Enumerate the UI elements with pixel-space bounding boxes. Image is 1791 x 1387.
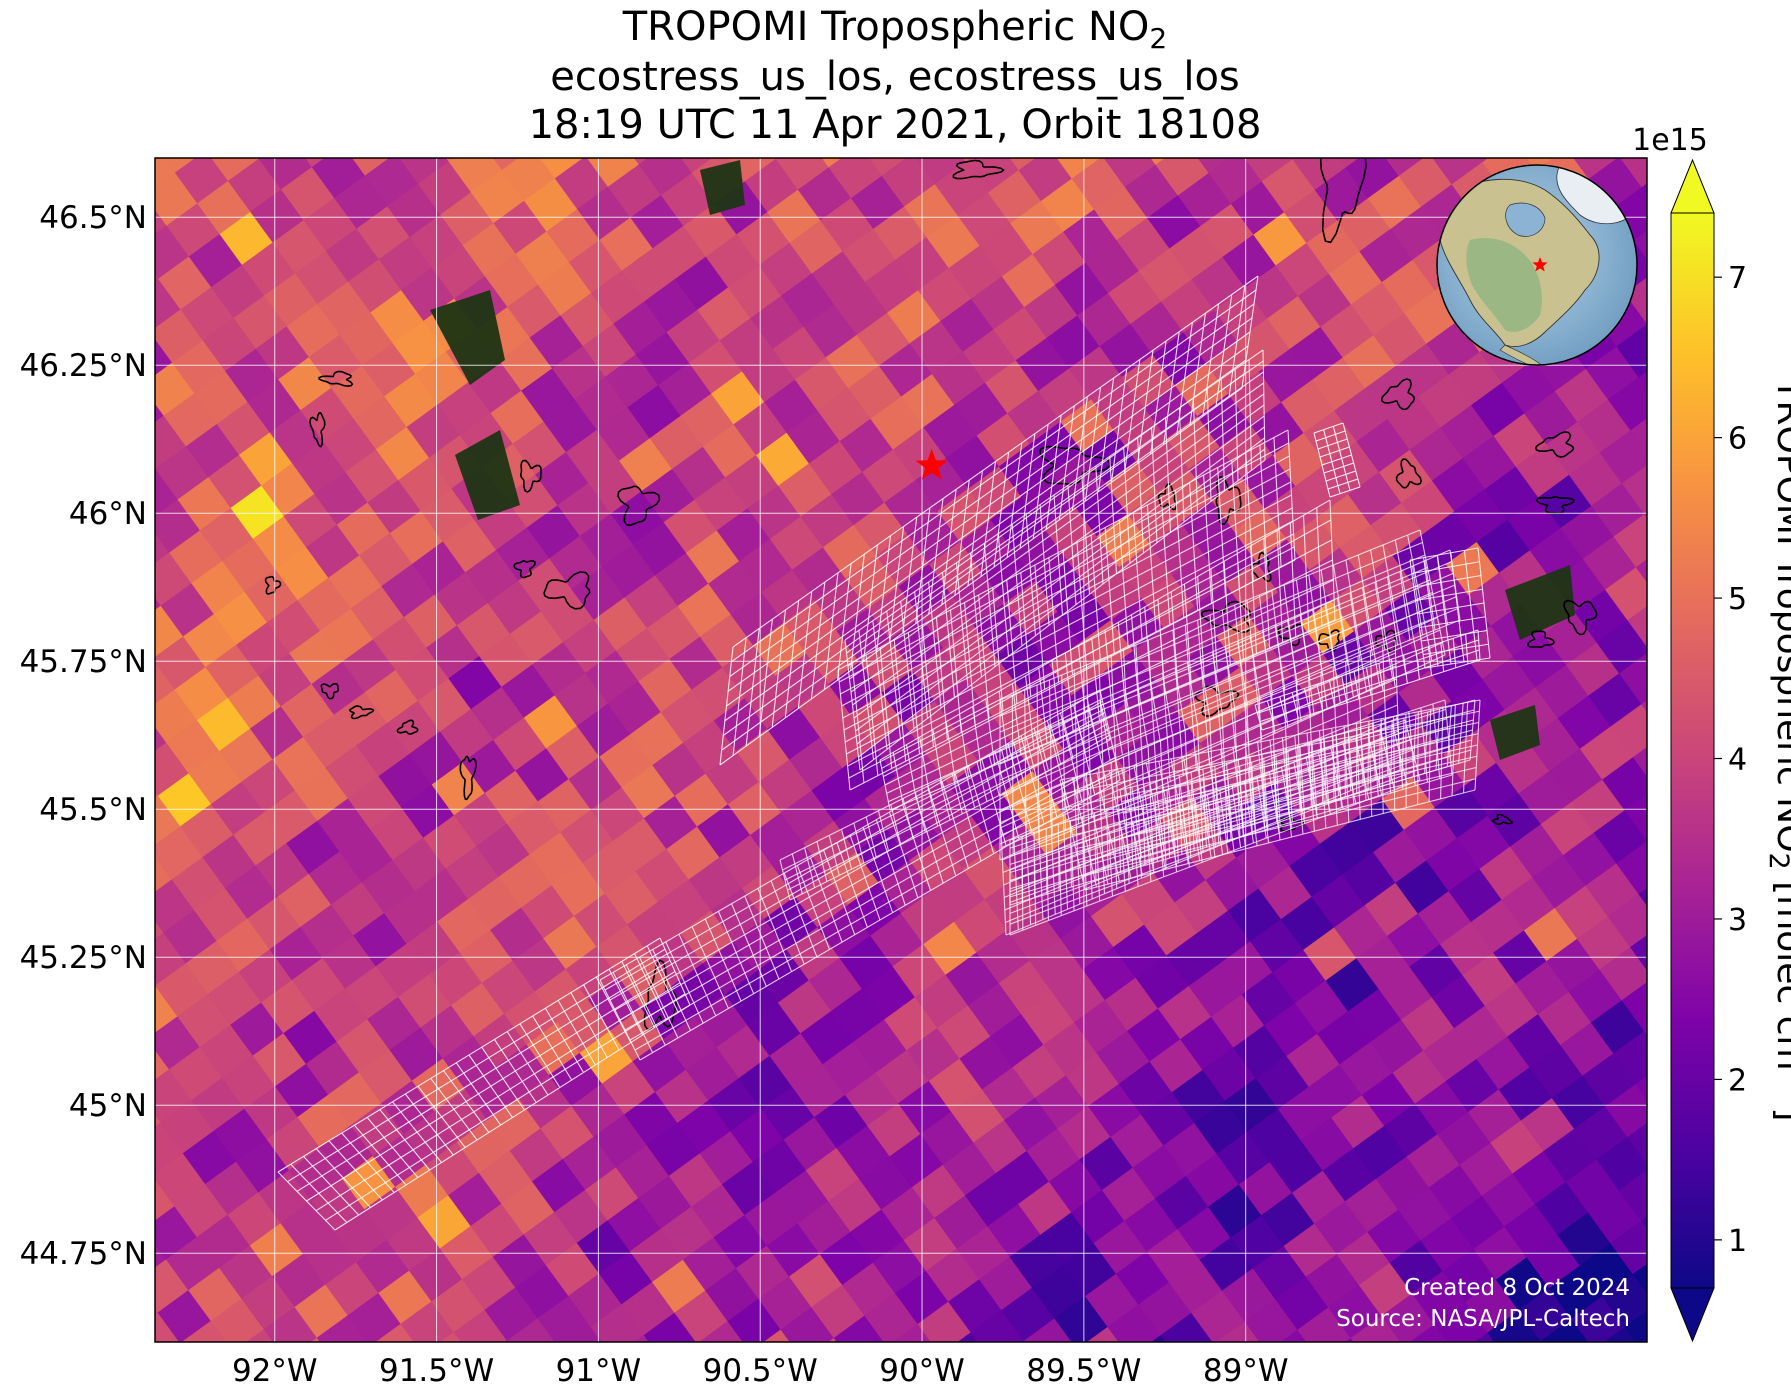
lat-tick-label: 45.25°N <box>20 940 147 976</box>
lat-tick-label: 46.25°N <box>20 348 147 384</box>
target-star-icon[interactable] <box>915 448 948 480</box>
colorbar-tick-label: 7 <box>1728 261 1747 296</box>
colorbar-tick-label: 2 <box>1728 1063 1747 1098</box>
lon-tick-label: 90.5°W <box>703 1353 818 1387</box>
colorbar-tick-label: 4 <box>1728 743 1747 778</box>
lat-tick-label: 45.75°N <box>20 644 147 680</box>
colorbar-top-extension <box>1670 158 1715 214</box>
lat-tick-label: 46.5°N <box>39 200 147 236</box>
colorbar-bottom-extension <box>1670 1287 1715 1343</box>
colorbar-tick-label: 5 <box>1728 582 1747 617</box>
data-source: Source: NASA/JPL-Caltech <box>1336 1306 1630 1332</box>
title-line-3: 18:19 UTC 11 Apr 2021, Orbit 18108 <box>529 102 1262 148</box>
created-date: Created 8 Oct 2024 <box>1404 1275 1630 1301</box>
title-subscript: 2 <box>1149 22 1167 55</box>
colorbar-tick-label: 3 <box>1728 903 1747 938</box>
colorbar-ticks: 1 2 3 4 5 6 7 <box>1714 261 1747 1259</box>
globe-central-america <box>1499 344 1541 365</box>
lon-tick-label: 89.5°W <box>1026 1353 1141 1387</box>
map-frame <box>154 157 1648 1343</box>
ecostress-footprints <box>277 275 1491 1231</box>
title-line-1: TROPOMI Tropospheric NO2 <box>622 4 1168 55</box>
latitude-axis: 46.5°N 46.25°N 46°N 45.75°N 45.5°N 45.25°N 45°… <box>20 200 147 1272</box>
title: TROPOMI Tropospheric NO2 ecostress_us_lo… <box>529 4 1262 148</box>
lon-tick-label: 91.5°W <box>379 1353 494 1387</box>
globe-green-region <box>1466 238 1542 332</box>
lon-tick-label: 91°W <box>556 1353 642 1387</box>
inset-globe <box>1436 164 1638 366</box>
colorbar-tick-label: 6 <box>1728 422 1747 457</box>
lat-tick-label: 46°N <box>69 496 147 532</box>
lat-tick-label: 45.5°N <box>39 792 147 828</box>
title-line-2: ecostress_us_los, ecostress_us_los <box>550 54 1240 100</box>
lon-tick-label: 89°W <box>1203 1353 1289 1387</box>
lat-tick-label: 44.75°N <box>20 1236 147 1272</box>
map-panel[interactable]: Created 8 Oct 2024 Source: NASA/JPL-Calt… <box>74 75 1726 1387</box>
globe-location-star-icon <box>1532 257 1548 272</box>
lon-tick-label: 90°W <box>879 1353 965 1387</box>
colorbar-label: TROPOMI Tropospheric NO2 [molec cm−2] <box>1763 378 1791 1122</box>
longitude-axis: 92°W 91.5°W 91°W 90.5°W 90°W 89.5°W 89°W <box>232 1353 1289 1387</box>
lon-tick-label: 92°W <box>232 1353 318 1387</box>
colorbar-exponent: 1e15 <box>1632 123 1708 158</box>
no2-pixel-layer <box>155 158 1647 1342</box>
colorbar[interactable]: 1 2 3 4 5 6 7 1e15 TROPOMI Tropospheric NO2 [m… <box>1632 123 1791 1343</box>
colorbar-tick-label: 1 <box>1728 1224 1747 1259</box>
colorbar-gradient <box>1670 212 1715 1289</box>
globe-hudson-bay <box>1505 202 1546 237</box>
lat-tick-label: 45°N <box>69 1088 147 1124</box>
